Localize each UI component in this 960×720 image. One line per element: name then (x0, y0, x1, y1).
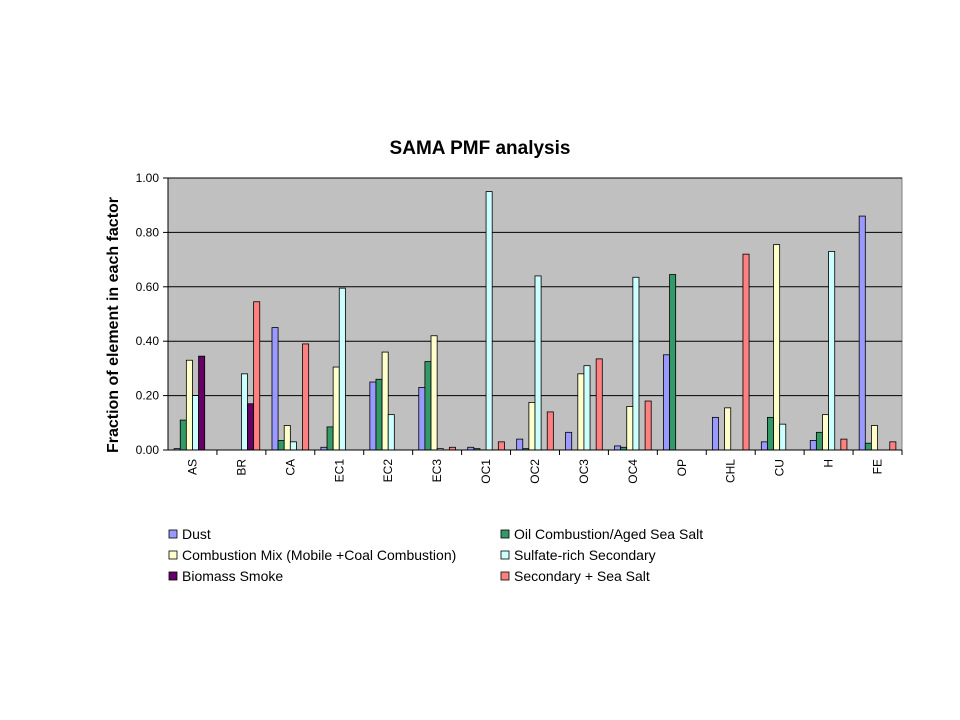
bar-ec1-series-2 (326, 426, 334, 451)
chart-title: SAMA PMF analysis (390, 138, 571, 159)
bar-ca-series-3 (283, 425, 291, 451)
bar-chl-series-6 (742, 253, 750, 451)
x-tick-label: CU (773, 459, 787, 476)
bar-chl-series-1 (711, 416, 719, 451)
bar-chl-series-3 (724, 407, 732, 451)
legend-swatch (500, 550, 510, 560)
bar-as-series-2 (179, 419, 187, 451)
bar-ec3-series-2 (424, 361, 432, 451)
y-tick-label: 0.20 (136, 389, 160, 403)
bar-oc4-series-1 (614, 445, 622, 451)
bar-oc1-series-6 (497, 441, 505, 451)
bar-oc4-series-6 (644, 400, 652, 451)
bar-h-series-3 (822, 414, 830, 451)
bar-ec2-series-1 (369, 381, 377, 451)
bar-cu-series-2 (767, 416, 774, 451)
bar-cu-series-3 (773, 244, 781, 451)
x-tick-label: EC3 (430, 459, 444, 483)
y-tick-label: 0.00 (136, 443, 160, 457)
bar-ec3-series-1 (418, 387, 426, 451)
x-tick-label: EC1 (332, 459, 346, 483)
legend-swatch (168, 571, 178, 581)
bar-h-series-4 (828, 251, 836, 451)
legend-swatch (168, 529, 178, 539)
bar-ca-series-1 (271, 327, 279, 451)
bar-ec1-series-4 (338, 287, 346, 451)
bar-cu-series-1 (760, 441, 768, 451)
y-tick-label: 0.80 (136, 225, 160, 239)
bar-fe-series-2 (864, 442, 872, 451)
bar-br-series-5 (247, 403, 255, 451)
bar-oc2-series-4 (534, 275, 542, 451)
x-tick-label: CHL (724, 459, 738, 483)
bar-ca-series-4 (289, 441, 297, 451)
bar-oc2-series-1 (516, 438, 524, 451)
x-tick-label: OC3 (577, 459, 591, 484)
bar-br-series-6 (253, 301, 261, 451)
y-axis-label: Fraction of element in each factor (105, 197, 122, 453)
bar-oc3-series-6 (595, 358, 603, 451)
x-tick-label: AS (185, 459, 199, 475)
legend-swatch (500, 571, 510, 581)
bar-oc2-series-3 (528, 401, 536, 451)
bar-as-series-3 (185, 359, 193, 451)
bar-ec2-series-4 (387, 414, 395, 451)
legend-label: Secondary + Sea Salt (514, 568, 650, 584)
bar-oc2-series-6 (546, 411, 554, 451)
x-tick-label: OC2 (528, 459, 542, 484)
legend-label: Biomass Smoke (182, 568, 283, 584)
legend-label: Sulfate-rich Secondary (514, 547, 656, 563)
legend-label: Dust (182, 526, 211, 542)
legend-label: Combustion Mix (Mobile +Coal Combustion) (182, 547, 456, 563)
bar-fe-series-3 (871, 425, 878, 451)
bar-oc1-series-4 (485, 191, 493, 451)
bar-oc3-series-4 (583, 365, 591, 451)
bar-as-series-4 (192, 395, 199, 451)
bar-h-series-2 (815, 431, 823, 451)
y-tick-label: 1.00 (136, 171, 160, 185)
x-tick-labels: AS BR CA EC1 EC2 EC3 OC1 OC2 OC3 OC4 OP CHL CU H FE (185, 459, 884, 484)
bar-cu-series-4 (779, 423, 787, 451)
bar-ca-series-6 (302, 343, 310, 451)
x-tick-label: CA (283, 459, 297, 476)
bar-ec1-series-3 (332, 366, 340, 451)
legend-swatch (168, 550, 178, 560)
bar-as-series-5 (198, 355, 206, 451)
y-tick-label: 0.40 (136, 334, 160, 348)
axes (163, 177, 903, 455)
bars (173, 191, 897, 451)
legend: Dust Oil Combustion/Aged Sea Salt Combusti… (168, 526, 703, 584)
bar-h-series-1 (809, 440, 817, 451)
y-tick-labels: 0.00 0.20 0.40 0.60 0.80 1.00 (136, 171, 160, 457)
x-tick-label: BR (234, 459, 248, 476)
x-tick-label: H (822, 459, 836, 468)
bar-fe-series-1 (858, 215, 866, 451)
bar-op-series-2 (669, 274, 677, 451)
bar-ec2-series-2 (375, 378, 383, 451)
x-tick-label: OP (675, 459, 689, 476)
y-tick-label: 0.60 (136, 280, 160, 294)
bar-h-series-6 (840, 438, 848, 451)
x-tick-label: OC4 (626, 459, 640, 484)
legend-label: Oil Combustion/Aged Sea Salt (514, 526, 703, 542)
bar-oc4-series-3 (626, 406, 634, 451)
bar-br-series-4 (240, 373, 248, 451)
bar-fe-series-6 (889, 441, 897, 451)
bar-oc3-series-1 (565, 431, 573, 451)
bar-ec2-series-3 (381, 351, 389, 451)
x-tick-label: FE (871, 459, 885, 474)
bar-ca-series-2 (277, 440, 285, 451)
bar-oc3-series-3 (577, 373, 585, 451)
x-tick-label: OC1 (479, 459, 493, 484)
bar-oc4-series-4 (632, 276, 640, 451)
x-tick-label: EC2 (381, 459, 395, 483)
legend-swatch (500, 529, 510, 539)
bar-op-series-1 (663, 354, 670, 451)
bar-ec3-series-3 (430, 335, 438, 451)
